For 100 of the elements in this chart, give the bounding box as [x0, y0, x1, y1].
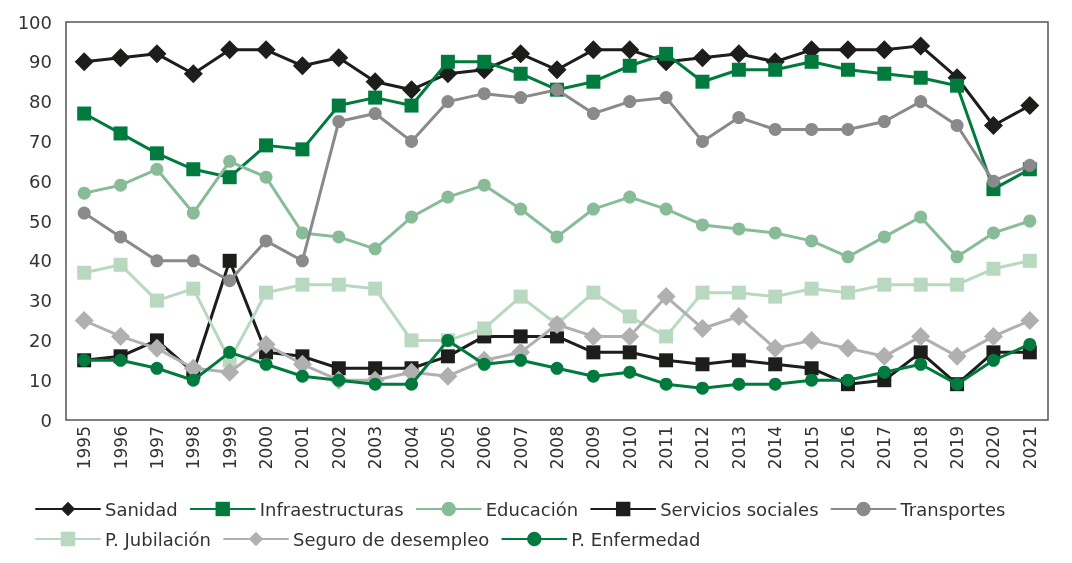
point: [911, 326, 931, 346]
point: [186, 281, 201, 296]
point: [659, 202, 673, 216]
point: [186, 373, 200, 387]
point: [295, 254, 309, 268]
point: [114, 178, 128, 192]
point: [804, 54, 819, 69]
point: [805, 373, 819, 387]
point: [114, 353, 128, 367]
x-tick-label: 1997: [146, 426, 167, 470]
point: [111, 48, 131, 68]
point: [186, 254, 200, 268]
point: [186, 206, 200, 220]
point: [950, 250, 964, 264]
y-tick-label: 0: [40, 409, 52, 431]
y-tick-label: 50: [29, 210, 52, 232]
point: [695, 74, 710, 89]
point: [186, 162, 201, 177]
point: [513, 289, 528, 304]
point: [802, 330, 822, 350]
point: [150, 361, 164, 375]
point: [768, 226, 782, 240]
point: [368, 107, 382, 121]
x-tick-label: 2009: [583, 426, 604, 470]
x-tick-label: 2006: [474, 426, 495, 470]
y-tick-label: 30: [29, 290, 52, 312]
point: [838, 338, 858, 358]
point: [513, 66, 528, 81]
point: [514, 353, 528, 367]
y-tick-label: 60: [29, 170, 52, 192]
point: [840, 285, 855, 300]
point: [840, 62, 855, 77]
point: [622, 309, 637, 324]
point: [295, 369, 309, 383]
point: [149, 146, 164, 161]
x-tick-label: 2018: [910, 426, 931, 470]
point: [259, 285, 274, 300]
point: [222, 253, 237, 268]
point: [877, 66, 892, 81]
x-tick-label: 2000: [256, 426, 277, 470]
point: [368, 242, 382, 256]
point: [804, 361, 819, 376]
point: [259, 138, 274, 153]
point: [147, 338, 167, 358]
point: [77, 186, 91, 200]
y-tick-label: 70: [29, 130, 52, 152]
point: [768, 377, 782, 391]
point: [874, 346, 894, 366]
point: [623, 95, 637, 109]
point: [365, 72, 385, 92]
point: [259, 234, 273, 248]
point: [586, 369, 600, 383]
point: [477, 178, 491, 192]
point: [841, 373, 855, 387]
x-tick-label: 2020: [983, 426, 1004, 470]
x-tick-label: 1996: [110, 426, 131, 470]
point: [729, 307, 749, 327]
point: [983, 115, 1003, 135]
point: [1020, 311, 1040, 330]
point: [295, 142, 310, 157]
point: [732, 222, 746, 236]
x-tick-label: 2011: [656, 426, 677, 470]
x-tick-label: 2015: [801, 426, 822, 470]
point: [405, 134, 419, 148]
point: [440, 54, 455, 69]
point: [659, 353, 674, 368]
point: [74, 311, 94, 330]
point: [659, 91, 673, 105]
legend-label: P. Jubilación: [105, 528, 211, 550]
point: [692, 48, 712, 68]
point: [877, 277, 892, 292]
point: [256, 40, 276, 60]
x-tick-label: 2008: [547, 426, 567, 470]
x-tick-label: 2012: [692, 426, 713, 470]
point: [514, 202, 528, 216]
point: [113, 126, 128, 141]
point: [77, 206, 91, 220]
point: [256, 334, 276, 354]
point: [1022, 253, 1037, 268]
point: [623, 365, 637, 379]
point: [404, 333, 419, 348]
point: [438, 366, 458, 386]
point: [986, 226, 1000, 240]
x-tick-label: 2001: [292, 426, 313, 470]
point: [838, 40, 858, 60]
point: [583, 326, 603, 346]
point: [113, 257, 128, 272]
point: [183, 358, 203, 378]
y-tick-label: 100: [17, 11, 52, 33]
point: [477, 54, 492, 69]
point: [259, 170, 273, 184]
point: [586, 74, 601, 89]
x-tick-label: 2021: [1019, 426, 1040, 470]
point: [768, 289, 783, 304]
x-tick-label: 2004: [401, 426, 422, 470]
x-tick-label: 2007: [510, 426, 531, 470]
legend-label: Educación: [485, 498, 579, 520]
x-tick-label: 1998: [183, 426, 204, 470]
point: [692, 318, 712, 338]
point: [659, 46, 674, 61]
